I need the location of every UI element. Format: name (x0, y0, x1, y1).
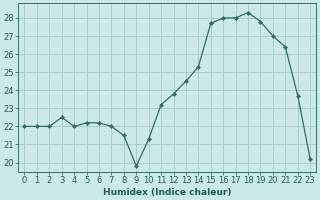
X-axis label: Humidex (Indice chaleur): Humidex (Indice chaleur) (103, 188, 232, 197)
